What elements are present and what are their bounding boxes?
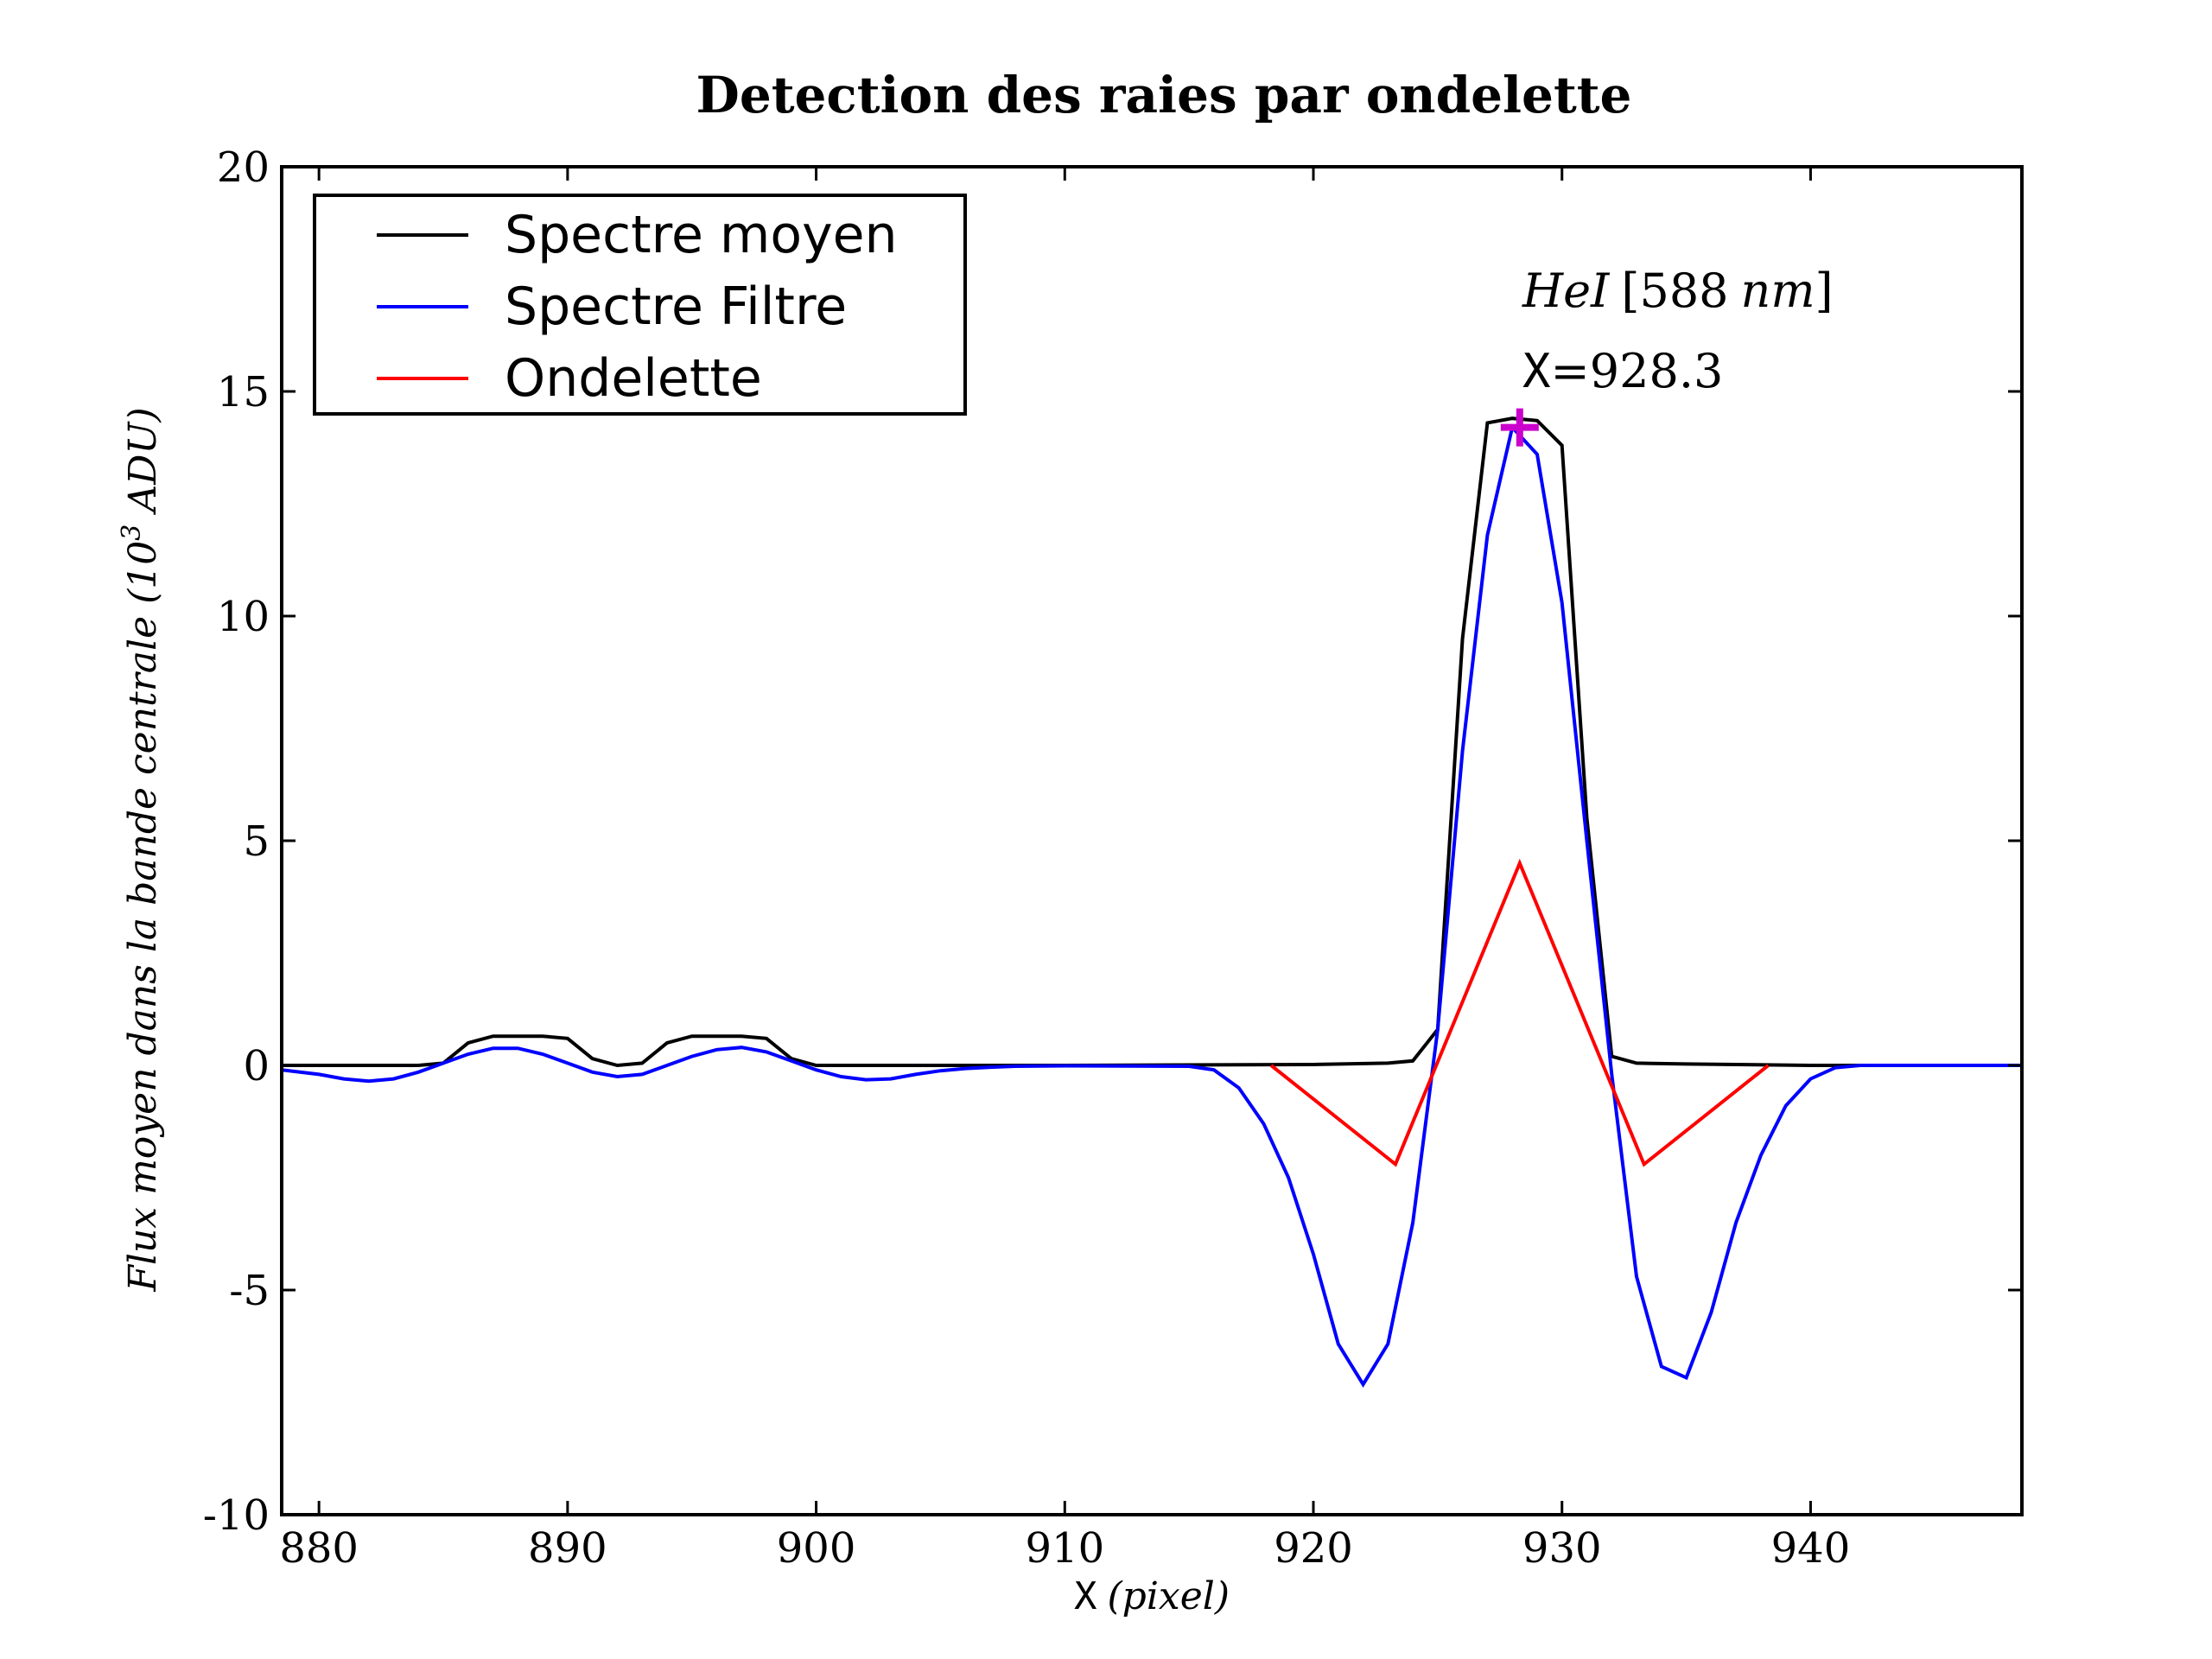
legend-label-spectre-moyen: Spectre moyen <box>505 205 898 265</box>
line-identification-annotation: HeI [588 nm] <box>1522 264 1834 318</box>
x-tick-label: 900 <box>777 1524 856 1573</box>
y-tick-label: 20 <box>217 143 270 192</box>
x-tick-label: 940 <box>1771 1524 1851 1573</box>
legend-label-spectre-filtre: Spectre Filtre <box>505 276 847 337</box>
y-tick-label: 0 <box>243 1042 270 1090</box>
x-tick-label: 890 <box>528 1524 607 1573</box>
series-line-ondelette <box>1269 858 1770 1167</box>
legend-label-ondelette: Ondelette <box>505 348 762 409</box>
y-tick-label: 10 <box>217 593 270 641</box>
series-line-spectre-filtre <box>282 423 2022 1389</box>
x-tick-label: 880 <box>279 1524 359 1573</box>
peak-position-annotation: X=928.3 <box>1522 344 1723 398</box>
legend: Spectre moyen Spectre Filtre Ondelette <box>313 194 967 416</box>
x-axis-label: X (pixel) <box>1074 1574 1230 1618</box>
y-tick-label: -5 <box>229 1267 270 1315</box>
y-tick-label: 5 <box>243 817 270 866</box>
x-axis-ticks: 880 890 900 910 920 930 940 <box>279 167 1850 1573</box>
peak-marker <box>1500 408 1539 447</box>
y-tick-label: -10 <box>203 1491 270 1540</box>
series-line-spectre-moyen <box>282 416 2022 1068</box>
y-axis-ticks: -10 -5 0 5 10 15 20 <box>203 143 2022 1540</box>
y-tick-label: 15 <box>217 368 270 416</box>
marker-layer <box>1500 408 1539 447</box>
x-tick-label: 930 <box>1522 1524 1602 1573</box>
chart-title: Detection des raies par ondelette <box>696 66 1632 124</box>
x-tick-label: 910 <box>1025 1524 1104 1573</box>
y-axis-label: Flux moyen dans la bande centrale (103 A… <box>117 407 165 1292</box>
series-layer <box>282 416 2022 1389</box>
x-tick-label: 920 <box>1274 1524 1353 1573</box>
